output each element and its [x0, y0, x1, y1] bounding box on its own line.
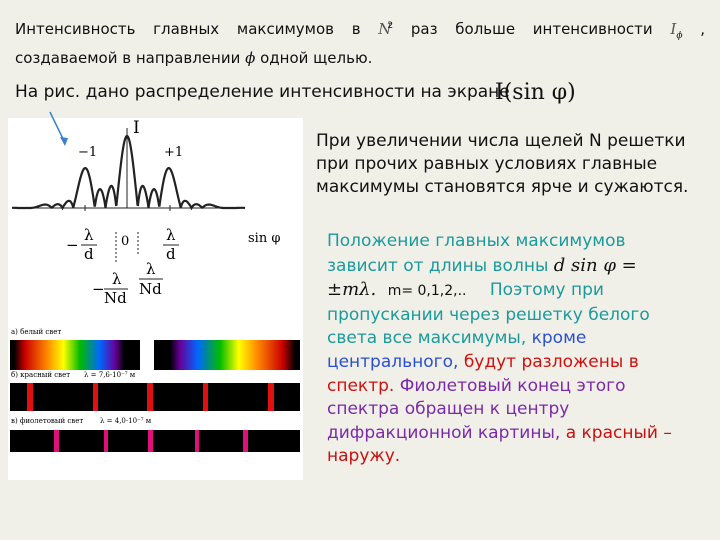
numerator: λ	[112, 270, 122, 288]
math: ϕ	[676, 31, 683, 41]
wavelength: λ = 4,0·10⁻⁷ м	[100, 417, 152, 425]
text: а красный – наружу.	[327, 422, 672, 467]
y-label: I	[133, 118, 140, 138]
text: Фиолетовый конец этого спектра обращен к…	[327, 375, 626, 443]
x-label: sin φ	[248, 231, 280, 246]
formula: d sin φ = ±mλ.	[327, 254, 637, 301]
numerator: λ	[84, 226, 94, 244]
numerator: λ	[146, 260, 156, 278]
numerator: λ	[166, 226, 176, 244]
spectrum-strip	[10, 383, 300, 411]
zero-label: 0	[121, 234, 129, 249]
intensity-curve	[12, 134, 246, 211]
denominator: Nd	[104, 289, 127, 307]
order-label: +1	[164, 145, 183, 160]
text: будут разложены в спектр.	[327, 351, 639, 396]
wavelength: λ = 7,6·10⁻⁷ м	[84, 371, 136, 379]
text: Положение главных максимумов зависит от …	[327, 231, 626, 276]
red-lines	[27, 383, 274, 411]
denominator: Nd	[139, 280, 162, 298]
figure-background	[8, 118, 303, 480]
spectrum-label: в) фиолетовый свет	[11, 417, 83, 425]
violet-lines	[54, 430, 248, 452]
math: I	[670, 20, 677, 38]
spectrum-band	[170, 340, 295, 370]
pointer-arrow-head	[60, 137, 68, 146]
formula: I(sin φ)	[495, 80, 576, 105]
text: раз больше интенсивности	[410, 20, 653, 38]
sign: −	[92, 280, 105, 298]
intro-line-2: создаваемой в направлении ϕ одной щелью.	[15, 49, 372, 67]
text: кроме центрального,	[327, 328, 587, 372]
intro-line-1: Интенсивность главных максимумов в N2 ра…	[15, 20, 705, 41]
orders: m= 0,1,2,..	[387, 283, 467, 300]
math: N	[378, 20, 392, 38]
denominator: d	[84, 245, 94, 263]
text: создаваемой в направлении	[15, 49, 241, 67]
spectrum-label: б) красный свет	[11, 371, 70, 379]
sign: −	[66, 236, 79, 254]
denominator: d	[166, 245, 176, 263]
math: 2	[387, 21, 394, 31]
order-label: −1	[78, 145, 97, 160]
spectrum-label: а) белый свет	[11, 328, 61, 336]
spectrum-center	[140, 340, 154, 370]
text: одной щелью.	[260, 49, 373, 67]
statement: При увеличении числа щелей N решетки при…	[316, 131, 689, 197]
spectrum-band	[14, 340, 124, 370]
text: Поэтому при пропускании через решетку бе…	[327, 280, 650, 349]
explanation: Положение главных максимумов зависит от …	[327, 230, 672, 469]
spectrum-strip	[10, 430, 300, 452]
caption: На рис. дано распределение интенсивности…	[15, 82, 510, 102]
text: Интенсивность главных максимумов в	[15, 20, 361, 38]
text: ,	[700, 20, 705, 38]
math: ϕ	[245, 49, 256, 67]
